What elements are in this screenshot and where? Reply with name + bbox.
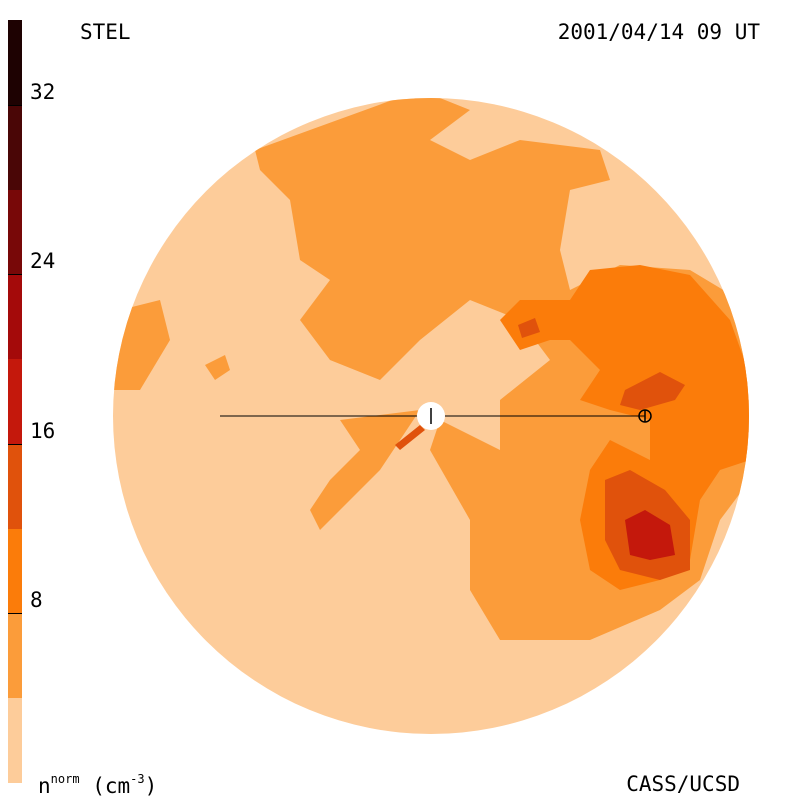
instrument-title: STEL (80, 20, 131, 44)
timestamp-label: 2001/04/14 09 UT (557, 20, 760, 44)
colorbar-tick-label: 8 (30, 588, 43, 613)
colorbar-segment (8, 104, 22, 190)
colorbar-segment (8, 274, 22, 360)
colorbar-segment (8, 20, 22, 105)
east-enhancement-region (500, 265, 749, 590)
colorbar-segment (8, 613, 22, 699)
colorbar-tick-label: 32 (30, 79, 56, 104)
credit-label: CASS/UCSD (626, 772, 740, 796)
colorbar-tick (8, 613, 22, 615)
colorbar (8, 20, 22, 783)
earth-symbol-icon (638, 409, 652, 423)
sun-streak (395, 425, 425, 450)
peak-region (625, 510, 675, 560)
colorbar-segment (8, 359, 22, 444)
colorbar-tick (8, 104, 22, 106)
small-core-upper-left (518, 318, 540, 338)
colorbar-tick (8, 443, 22, 445)
lower-left-lobe (310, 410, 420, 530)
colorbar-tick-label: 16 (30, 418, 56, 443)
colorbar-segment (8, 189, 22, 275)
colorbar-segment (8, 528, 22, 614)
colorbar-unit-label: nnorm (cm-3) (38, 772, 158, 798)
colorbar-segment (8, 698, 22, 783)
small-west-patch (205, 355, 230, 380)
east-core-upper (620, 372, 685, 410)
colorbar-tick (8, 274, 22, 276)
colorbar-tick-label: 24 (30, 249, 56, 274)
colorbar-segment (8, 443, 22, 529)
